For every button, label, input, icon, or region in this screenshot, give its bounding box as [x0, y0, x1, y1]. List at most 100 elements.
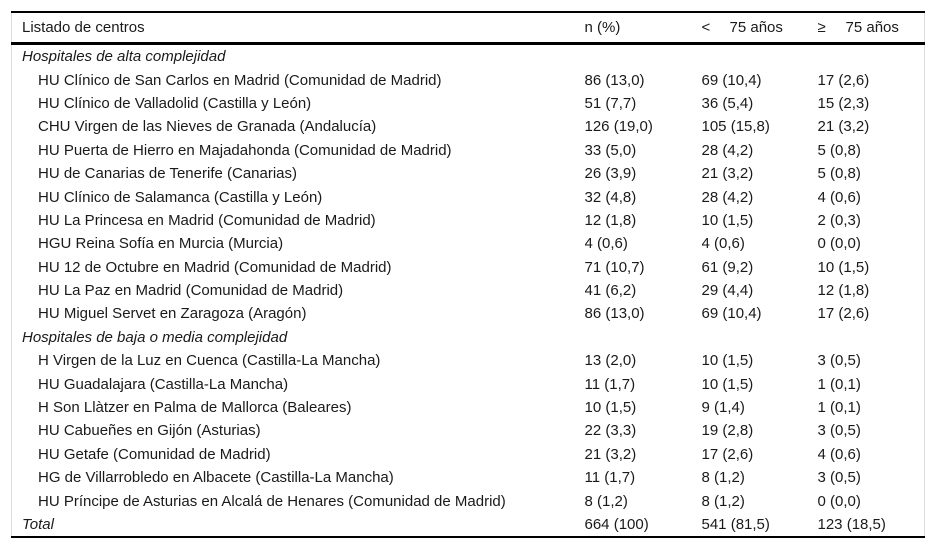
- cell-ge-75-value: 5 (0,8): [817, 141, 861, 159]
- cell-center-name: H Son Llàtzer en Palma de Mallorca (Bale…: [38, 399, 352, 417]
- cell-ge-75-value: 3 (0,5): [817, 469, 861, 487]
- table-row: HG de Villarrobledo en Albacete (Castill…: [12, 466, 925, 489]
- cell-center-name: HU Guadalajara (Castilla-La Mancha): [38, 375, 289, 393]
- cell-n-percent: 8 (1,2): [584, 492, 628, 510]
- header-ge-75: ≥75 años: [817, 12, 925, 45]
- cell-n-percent: [585, 44, 702, 69]
- cell-center-name: HU Puerta de Hierro en Majadahonda (Comu…: [38, 141, 452, 159]
- table-row: H Son Llàtzer en Palma de Mallorca (Bale…: [12, 396, 925, 419]
- cell-ge-75-value: 21 (3,2): [817, 118, 870, 136]
- cell-center-name: HU Clínico de Valladolid (Castilla y Leó…: [38, 94, 312, 112]
- cell-ge-75-value: 123 (18,5): [817, 516, 886, 533]
- cell-center-name: HU Clínico de San Carlos en Madrid (Comu…: [38, 71, 442, 89]
- cell-center-name: H Virgen de la Luz en Cuenca (Castilla-L…: [38, 352, 381, 370]
- cell-lt-75-value: 8 (1,2): [701, 492, 745, 510]
- cell-center-name: HU de Canarias de Tenerife (Canarias): [38, 165, 298, 183]
- header-ge-75-label: 75 años: [845, 19, 899, 36]
- cell-center-name: HU Miguel Servet en Zaragoza (Aragón): [38, 305, 307, 323]
- cell-ge-75-value: 1 (0,1): [817, 375, 861, 393]
- cell-ge-75-value: [818, 44, 925, 69]
- cell-n-percent: 33 (5,0): [584, 141, 637, 159]
- cell-n-percent: 12 (1,8): [584, 211, 637, 229]
- cell-n-percent: 11 (1,7): [584, 375, 636, 393]
- cell-lt-75-value: 28 (4,2): [701, 188, 754, 206]
- cell-ge-75-value: 4 (0,6): [817, 445, 861, 463]
- cell-center-name: CHU Virgen de las Nieves de Granada (And…: [38, 118, 377, 136]
- cell-lt-75-value: 69 (10,4): [701, 305, 762, 323]
- cell-ge-75-value: 10 (1,5): [817, 258, 870, 276]
- cell-n-percent: 32 (4,8): [584, 188, 637, 206]
- cell-lt-75-value: 10 (1,5): [701, 352, 754, 370]
- greater-equal-sign: ≥: [817, 19, 826, 36]
- cell-ge-75-value: 0 (0,0): [817, 492, 861, 510]
- table-row: CHU Virgen de las Nieves de Granada (And…: [12, 115, 925, 138]
- cell-n-percent: 86 (13,0): [584, 305, 645, 323]
- cell-center-name: HU Getafe (Comunidad de Madrid): [38, 445, 271, 463]
- table-row: HU La Princesa en Madrid (Comunidad de M…: [12, 209, 925, 232]
- section-row: Hospitales de alta complejidad: [12, 44, 925, 69]
- cell-n-percent: 4 (0,6): [584, 235, 628, 253]
- cell-center-name: Hospitales de baja o media complejidad: [22, 328, 288, 346]
- cell-ge-75-value: 15 (2,3): [817, 94, 870, 112]
- cell-lt-75-value: 8 (1,2): [701, 469, 745, 487]
- cell-lt-75-value: 21 (3,2): [701, 165, 754, 183]
- table-row: HU Miguel Servet en Zaragoza (Aragón) 86 …: [12, 302, 925, 325]
- cell-ge-75-value: 5 (0,8): [817, 165, 861, 183]
- cell-lt-75-value: 17 (2,6): [701, 445, 754, 463]
- cell-ge-75-value: 3 (0,5): [817, 422, 861, 440]
- header-lt-75: <75 años: [701, 12, 818, 45]
- cell-center-name: Total: [22, 516, 54, 533]
- header-row: Listado de centros n (%) <75 años ≥75 añ…: [11, 12, 925, 45]
- table-row: HU Príncipe de Asturias en Alcalá de Hen…: [12, 489, 925, 512]
- table-header: Listado de centros n (%) <75 años ≥75 añ…: [11, 12, 925, 45]
- table-row: HU La Paz en Madrid (Comunidad de Madrid…: [12, 279, 925, 302]
- cell-ge-75-value: [818, 326, 925, 349]
- cell-n-percent: 126 (19,0): [584, 118, 653, 136]
- cell-center-name: Hospitales de alta complejidad: [22, 48, 226, 66]
- cell-lt-75-value: 69 (10,4): [701, 71, 762, 89]
- cell-lt-75-value: 28 (4,2): [701, 141, 754, 159]
- cell-lt-75-value: [702, 326, 818, 349]
- header-n-percent: n (%): [584, 12, 702, 45]
- cell-center-name: HU La Princesa en Madrid (Comunidad de M…: [38, 211, 376, 229]
- cell-n-percent: 26 (3,9): [584, 165, 637, 183]
- cell-ge-75-value: 17 (2,6): [817, 305, 870, 323]
- cell-n-percent: 664 (100): [584, 516, 649, 533]
- cell-ge-75-value: 0 (0,0): [817, 235, 861, 253]
- cell-ge-75-value: 1 (0,1): [817, 399, 861, 417]
- cell-lt-75-value: [702, 44, 818, 69]
- table-row: HU Guadalajara (Castilla-La Mancha) 11 (1…: [12, 372, 925, 395]
- cell-n-percent: 11 (1,7): [584, 469, 636, 487]
- cell-lt-75-value: 10 (1,5): [701, 375, 754, 393]
- table-row: HU Clínico de Valladolid (Castilla y Leó…: [12, 92, 925, 115]
- cell-lt-75-value: 29 (4,4): [701, 282, 754, 300]
- cell-ge-75-value: 12 (1,8): [817, 282, 870, 300]
- table-row: HU Clínico de San Carlos en Madrid (Comu…: [12, 68, 925, 91]
- table-row: HU 12 de Octubre en Madrid (Comunidad de…: [12, 256, 925, 279]
- cell-n-percent: 22 (3,3): [584, 422, 637, 440]
- cell-n-percent: 10 (1,5): [584, 399, 637, 417]
- cell-n-percent: 13 (2,0): [584, 352, 637, 370]
- table-row: HGU Reina Sofía en Murcia (Murcia) 4 (0,6…: [12, 232, 925, 255]
- section-row: Hospitales de baja o media complejidad: [12, 326, 925, 349]
- cell-n-percent: 51 (7,7): [584, 94, 637, 112]
- cell-lt-75-value: 9 (1,4): [701, 399, 745, 417]
- cell-n-percent: 71 (10,7): [584, 258, 645, 276]
- cell-center-name: HG de Villarrobledo en Albacete (Castill…: [38, 469, 394, 487]
- cell-n-percent: 86 (13,0): [584, 71, 645, 89]
- cell-center-name: HU Cabueñes en Gijón (Asturias): [38, 422, 261, 440]
- header-listado-de-centros: Listado de centros: [11, 12, 585, 45]
- table-row: HU Getafe (Comunidad de Madrid) 21 (3,2) 1…: [12, 443, 925, 466]
- header-lt-75-label: 75 años: [729, 19, 783, 36]
- cell-center-name: HU Clínico de Salamanca (Castilla y León…: [38, 188, 323, 206]
- table-row: HU de Canarias de Tenerife (Canarias) 26 …: [12, 162, 925, 185]
- centers-table: Listado de centros n (%) <75 años ≥75 añ…: [11, 11, 925, 539]
- cell-n-percent: 41 (6,2): [584, 282, 637, 300]
- cell-lt-75-value: 36 (5,4): [701, 94, 754, 112]
- cell-center-name: HU Príncipe de Asturias en Alcalá de Hen…: [38, 492, 506, 510]
- table-row: HU Puerta de Hierro en Majadahonda (Comu…: [12, 139, 925, 162]
- cell-lt-75-value: 10 (1,5): [701, 211, 754, 229]
- table-row: H Virgen de la Luz en Cuenca (Castilla-L…: [12, 349, 925, 372]
- cell-lt-75-value: 19 (2,8): [701, 422, 754, 440]
- cell-ge-75-value: 17 (2,6): [817, 71, 870, 89]
